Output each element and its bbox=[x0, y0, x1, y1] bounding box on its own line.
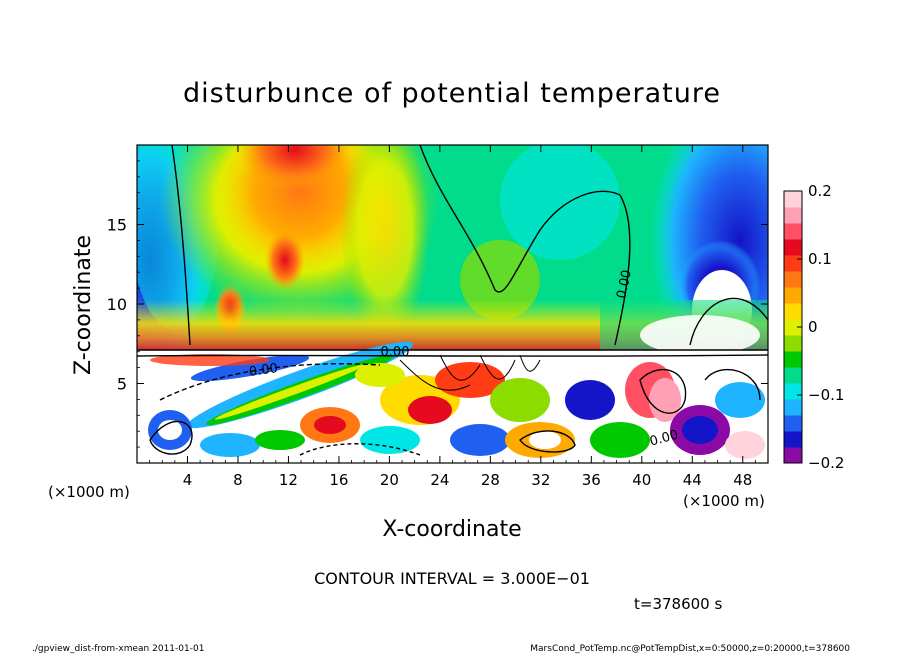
x-unit-right: (×1000 m) bbox=[683, 492, 765, 510]
colorbar-swatch bbox=[784, 399, 802, 416]
x-unit-left: (×1000 m) bbox=[48, 483, 130, 501]
colorbar-swatch bbox=[784, 415, 802, 432]
x-tick-label: 8 bbox=[233, 471, 243, 489]
colorbar-swatch bbox=[784, 191, 802, 208]
colorbar-swatch bbox=[784, 303, 802, 320]
colorbar-tick-label: 0.2 bbox=[808, 182, 832, 200]
colorbar-swatch bbox=[784, 287, 802, 304]
colorbar-swatch bbox=[784, 351, 802, 368]
x-tick-label: 24 bbox=[430, 471, 449, 489]
colorbar-tick-label: −0.1 bbox=[808, 386, 844, 404]
chart-title: disturbunce of potential temperature bbox=[183, 78, 721, 109]
x-axis-label: X-coordinate bbox=[382, 517, 521, 542]
x-axis: 4 8 12 16 20 24 28 32 36 40 44 48 bbox=[149, 145, 756, 489]
heatmap-field: 0.00 0.00 0.00 0.00 bbox=[137, 145, 768, 463]
colorbar-swatch bbox=[784, 319, 802, 336]
footer-right: MarsCond_PotTemp.nc@PotTempDist,x=0:5000… bbox=[530, 644, 850, 654]
colorbar-swatch bbox=[784, 207, 802, 224]
x-tick-label: 44 bbox=[683, 471, 702, 489]
colorbar-swatch bbox=[784, 447, 802, 464]
colorbar-swatch bbox=[784, 335, 802, 352]
contour-label: 0.00 bbox=[648, 428, 680, 450]
colorbar-swatch bbox=[784, 239, 802, 256]
x-tick-label: 20 bbox=[380, 471, 399, 489]
contour-left bbox=[171, 145, 191, 346]
contour-right bbox=[689, 298, 768, 346]
contour-label: 0.00 bbox=[248, 361, 279, 380]
colorbar-swatch bbox=[784, 383, 802, 400]
x-tick-label: 28 bbox=[481, 471, 500, 489]
colorbar-swatch bbox=[784, 271, 802, 288]
x-tick-label: 12 bbox=[279, 471, 298, 489]
y-axis-label: Z-coordinate bbox=[71, 235, 96, 375]
colorbar-swatch bbox=[784, 223, 802, 240]
x-tick-label: 40 bbox=[632, 471, 651, 489]
contour-label: 0.00 bbox=[614, 269, 635, 300]
time-text: t=378600 s bbox=[634, 595, 722, 613]
contour-label-group: 0.00 0.00 0.00 0.00 bbox=[248, 269, 680, 450]
y-tick-label: 5 bbox=[117, 375, 127, 394]
colorbar-tick-label: 0 bbox=[808, 318, 818, 336]
colorbar: 0.2 0.1 0 −0.1 −0.2 bbox=[783, 182, 844, 472]
colorbar-tick-label: 0.1 bbox=[808, 250, 832, 268]
contour-interval-text: CONTOUR INTERVAL = 3.000E−01 bbox=[314, 569, 590, 588]
colorbar-swatch bbox=[784, 255, 802, 272]
contour-lines bbox=[137, 145, 768, 456]
field-hot-top bbox=[240, 145, 350, 190]
contour-label: 0.00 bbox=[381, 345, 410, 360]
y-axis: 5 10 15 bbox=[107, 160, 768, 448]
y-tick-label: 15 bbox=[107, 216, 127, 235]
x-tick-label: 48 bbox=[733, 471, 752, 489]
x-tick-label: 32 bbox=[531, 471, 550, 489]
colorbar-tick-label: −0.2 bbox=[808, 454, 844, 472]
x-tick-label: 36 bbox=[582, 471, 601, 489]
x-tick-label: 4 bbox=[183, 471, 193, 489]
colorbar-swatch bbox=[784, 431, 802, 448]
footer-left: ./gpview_dist-from-xmean 2011-01-01 bbox=[32, 644, 204, 654]
y-tick-label: 10 bbox=[107, 295, 127, 314]
contour-trough bbox=[419, 145, 631, 346]
colorbar-swatch bbox=[784, 367, 802, 384]
x-tick-label: 16 bbox=[329, 471, 348, 489]
